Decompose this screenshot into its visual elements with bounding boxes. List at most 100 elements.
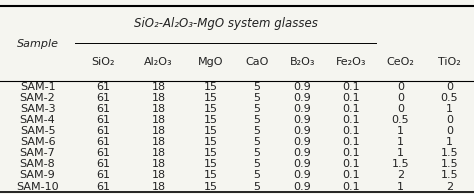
Text: SAM-5: SAM-5 [20,126,55,136]
Text: 61: 61 [96,115,110,125]
Text: 18: 18 [152,137,165,147]
Text: 1: 1 [397,126,404,136]
Text: 15: 15 [204,115,218,125]
Text: 1: 1 [446,104,453,114]
Text: 0.1: 0.1 [343,115,360,125]
Text: 5: 5 [253,148,260,158]
Text: 1.5: 1.5 [441,159,458,169]
Text: SAM-3: SAM-3 [20,104,55,114]
Text: 18: 18 [152,104,165,114]
Text: 0.9: 0.9 [293,115,311,125]
Text: 18: 18 [152,159,165,169]
Text: 61: 61 [96,126,110,136]
Text: Al₂O₃: Al₂O₃ [144,57,173,67]
Text: 15: 15 [204,171,218,180]
Text: 61: 61 [96,148,110,158]
Text: 1.5: 1.5 [441,148,458,158]
Text: 1.5: 1.5 [441,171,458,180]
Text: 5: 5 [253,104,260,114]
Text: 0: 0 [397,93,404,103]
Text: 0.9: 0.9 [293,137,311,147]
Text: 0.1: 0.1 [343,104,360,114]
Text: 61: 61 [96,104,110,114]
Text: SAM-4: SAM-4 [20,115,55,125]
Text: 0.9: 0.9 [293,182,311,191]
Text: 0.9: 0.9 [293,148,311,158]
Text: SAM-10: SAM-10 [16,182,59,191]
Text: 15: 15 [204,148,218,158]
Text: SAM-8: SAM-8 [20,159,55,169]
Text: 61: 61 [96,137,110,147]
Text: B₂O₃: B₂O₃ [290,57,315,67]
Text: 0.1: 0.1 [343,182,360,191]
Text: SAM-6: SAM-6 [20,137,55,147]
Text: 18: 18 [152,93,165,103]
Text: 18: 18 [152,171,165,180]
Text: 18: 18 [152,182,165,191]
Text: 0: 0 [446,126,453,136]
Text: 61: 61 [96,182,110,191]
Text: 61: 61 [96,159,110,169]
Text: 0: 0 [397,104,404,114]
Text: 0.9: 0.9 [293,126,311,136]
Text: 0.1: 0.1 [343,137,360,147]
Text: 0: 0 [397,82,404,92]
Text: 2: 2 [397,171,404,180]
Text: 18: 18 [152,82,165,92]
Text: 5: 5 [253,159,260,169]
Text: 0.5: 0.5 [392,115,409,125]
Text: 5: 5 [253,93,260,103]
Text: 61: 61 [96,171,110,180]
Text: 0.1: 0.1 [343,126,360,136]
Text: 0.9: 0.9 [293,104,311,114]
Text: 5: 5 [253,182,260,191]
Text: 5: 5 [253,82,260,92]
Text: CeO₂: CeO₂ [386,57,414,67]
Text: 0.5: 0.5 [441,93,458,103]
Text: SAM-9: SAM-9 [20,171,55,180]
Text: SiO₂-Al₂O₃-MgO system glasses: SiO₂-Al₂O₃-MgO system glasses [134,17,318,30]
Text: 5: 5 [253,137,260,147]
Text: 0.1: 0.1 [343,93,360,103]
Text: 18: 18 [152,148,165,158]
Text: SAM-1: SAM-1 [20,82,55,92]
Text: 1: 1 [446,137,453,147]
Text: CaO: CaO [245,57,268,67]
Text: 15: 15 [204,93,218,103]
Text: 1.5: 1.5 [392,159,409,169]
Text: 0.1: 0.1 [343,148,360,158]
Text: 61: 61 [96,93,110,103]
Text: SAM-7: SAM-7 [20,148,55,158]
Text: 0.9: 0.9 [293,93,311,103]
Text: Sample: Sample [17,39,59,49]
Text: SAM-2: SAM-2 [20,93,55,103]
Text: 15: 15 [204,137,218,147]
Text: 0: 0 [446,115,453,125]
Text: 15: 15 [204,104,218,114]
Text: 15: 15 [204,82,218,92]
Text: 1: 1 [397,137,404,147]
Text: 2: 2 [446,182,453,191]
Text: 1: 1 [397,182,404,191]
Text: 0.1: 0.1 [343,82,360,92]
Text: 0.1: 0.1 [343,159,360,169]
Text: 0.9: 0.9 [293,159,311,169]
Text: 15: 15 [204,182,218,191]
Text: 15: 15 [204,159,218,169]
Text: 15: 15 [204,126,218,136]
Text: 0.9: 0.9 [293,82,311,92]
Text: 5: 5 [253,171,260,180]
Text: 18: 18 [152,126,165,136]
Text: 5: 5 [253,115,260,125]
Text: Fe₂O₃: Fe₂O₃ [336,57,367,67]
Text: 61: 61 [96,82,110,92]
Text: MgO: MgO [198,57,224,67]
Text: 0.9: 0.9 [293,171,311,180]
Text: 5: 5 [253,126,260,136]
Text: TiO₂: TiO₂ [438,57,461,67]
Text: 0: 0 [446,82,453,92]
Text: 0.1: 0.1 [343,171,360,180]
Text: SiO₂: SiO₂ [91,57,115,67]
Text: 1: 1 [397,148,404,158]
Text: 18: 18 [152,115,165,125]
